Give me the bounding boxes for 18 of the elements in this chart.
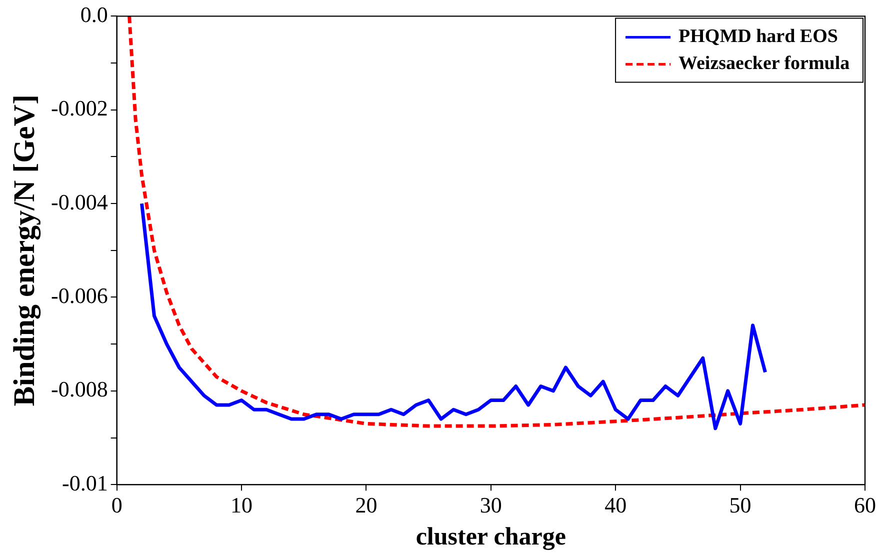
x-tick-label: 20 — [355, 492, 378, 518]
x-tick-label: 0 — [111, 492, 122, 518]
y-tick-label: -0.004 — [51, 189, 108, 214]
x-axis-title: cluster charge — [416, 523, 566, 550]
line-series — [128, 16, 865, 428]
y-axis-title: Binding energy/N [GeV] — [8, 94, 41, 406]
x-tick-label: 60 — [854, 492, 876, 518]
y-tick-label: -0.01 — [62, 470, 108, 496]
x-tick-label: 50 — [729, 492, 752, 518]
y-tick-label: -0.006 — [51, 283, 108, 308]
legend-label: Weizsaecker formula — [678, 53, 850, 74]
x-tick-label: 40 — [604, 492, 627, 518]
x-tick-label: 30 — [480, 492, 502, 518]
y-tick-label: 0.0 — [80, 2, 108, 27]
y-tick-label: -0.008 — [51, 376, 108, 402]
legend-label: PHQMD hard EOS — [678, 26, 838, 48]
y-tick-label: -0.002 — [51, 96, 108, 121]
x-tick-label: 10 — [230, 492, 253, 518]
